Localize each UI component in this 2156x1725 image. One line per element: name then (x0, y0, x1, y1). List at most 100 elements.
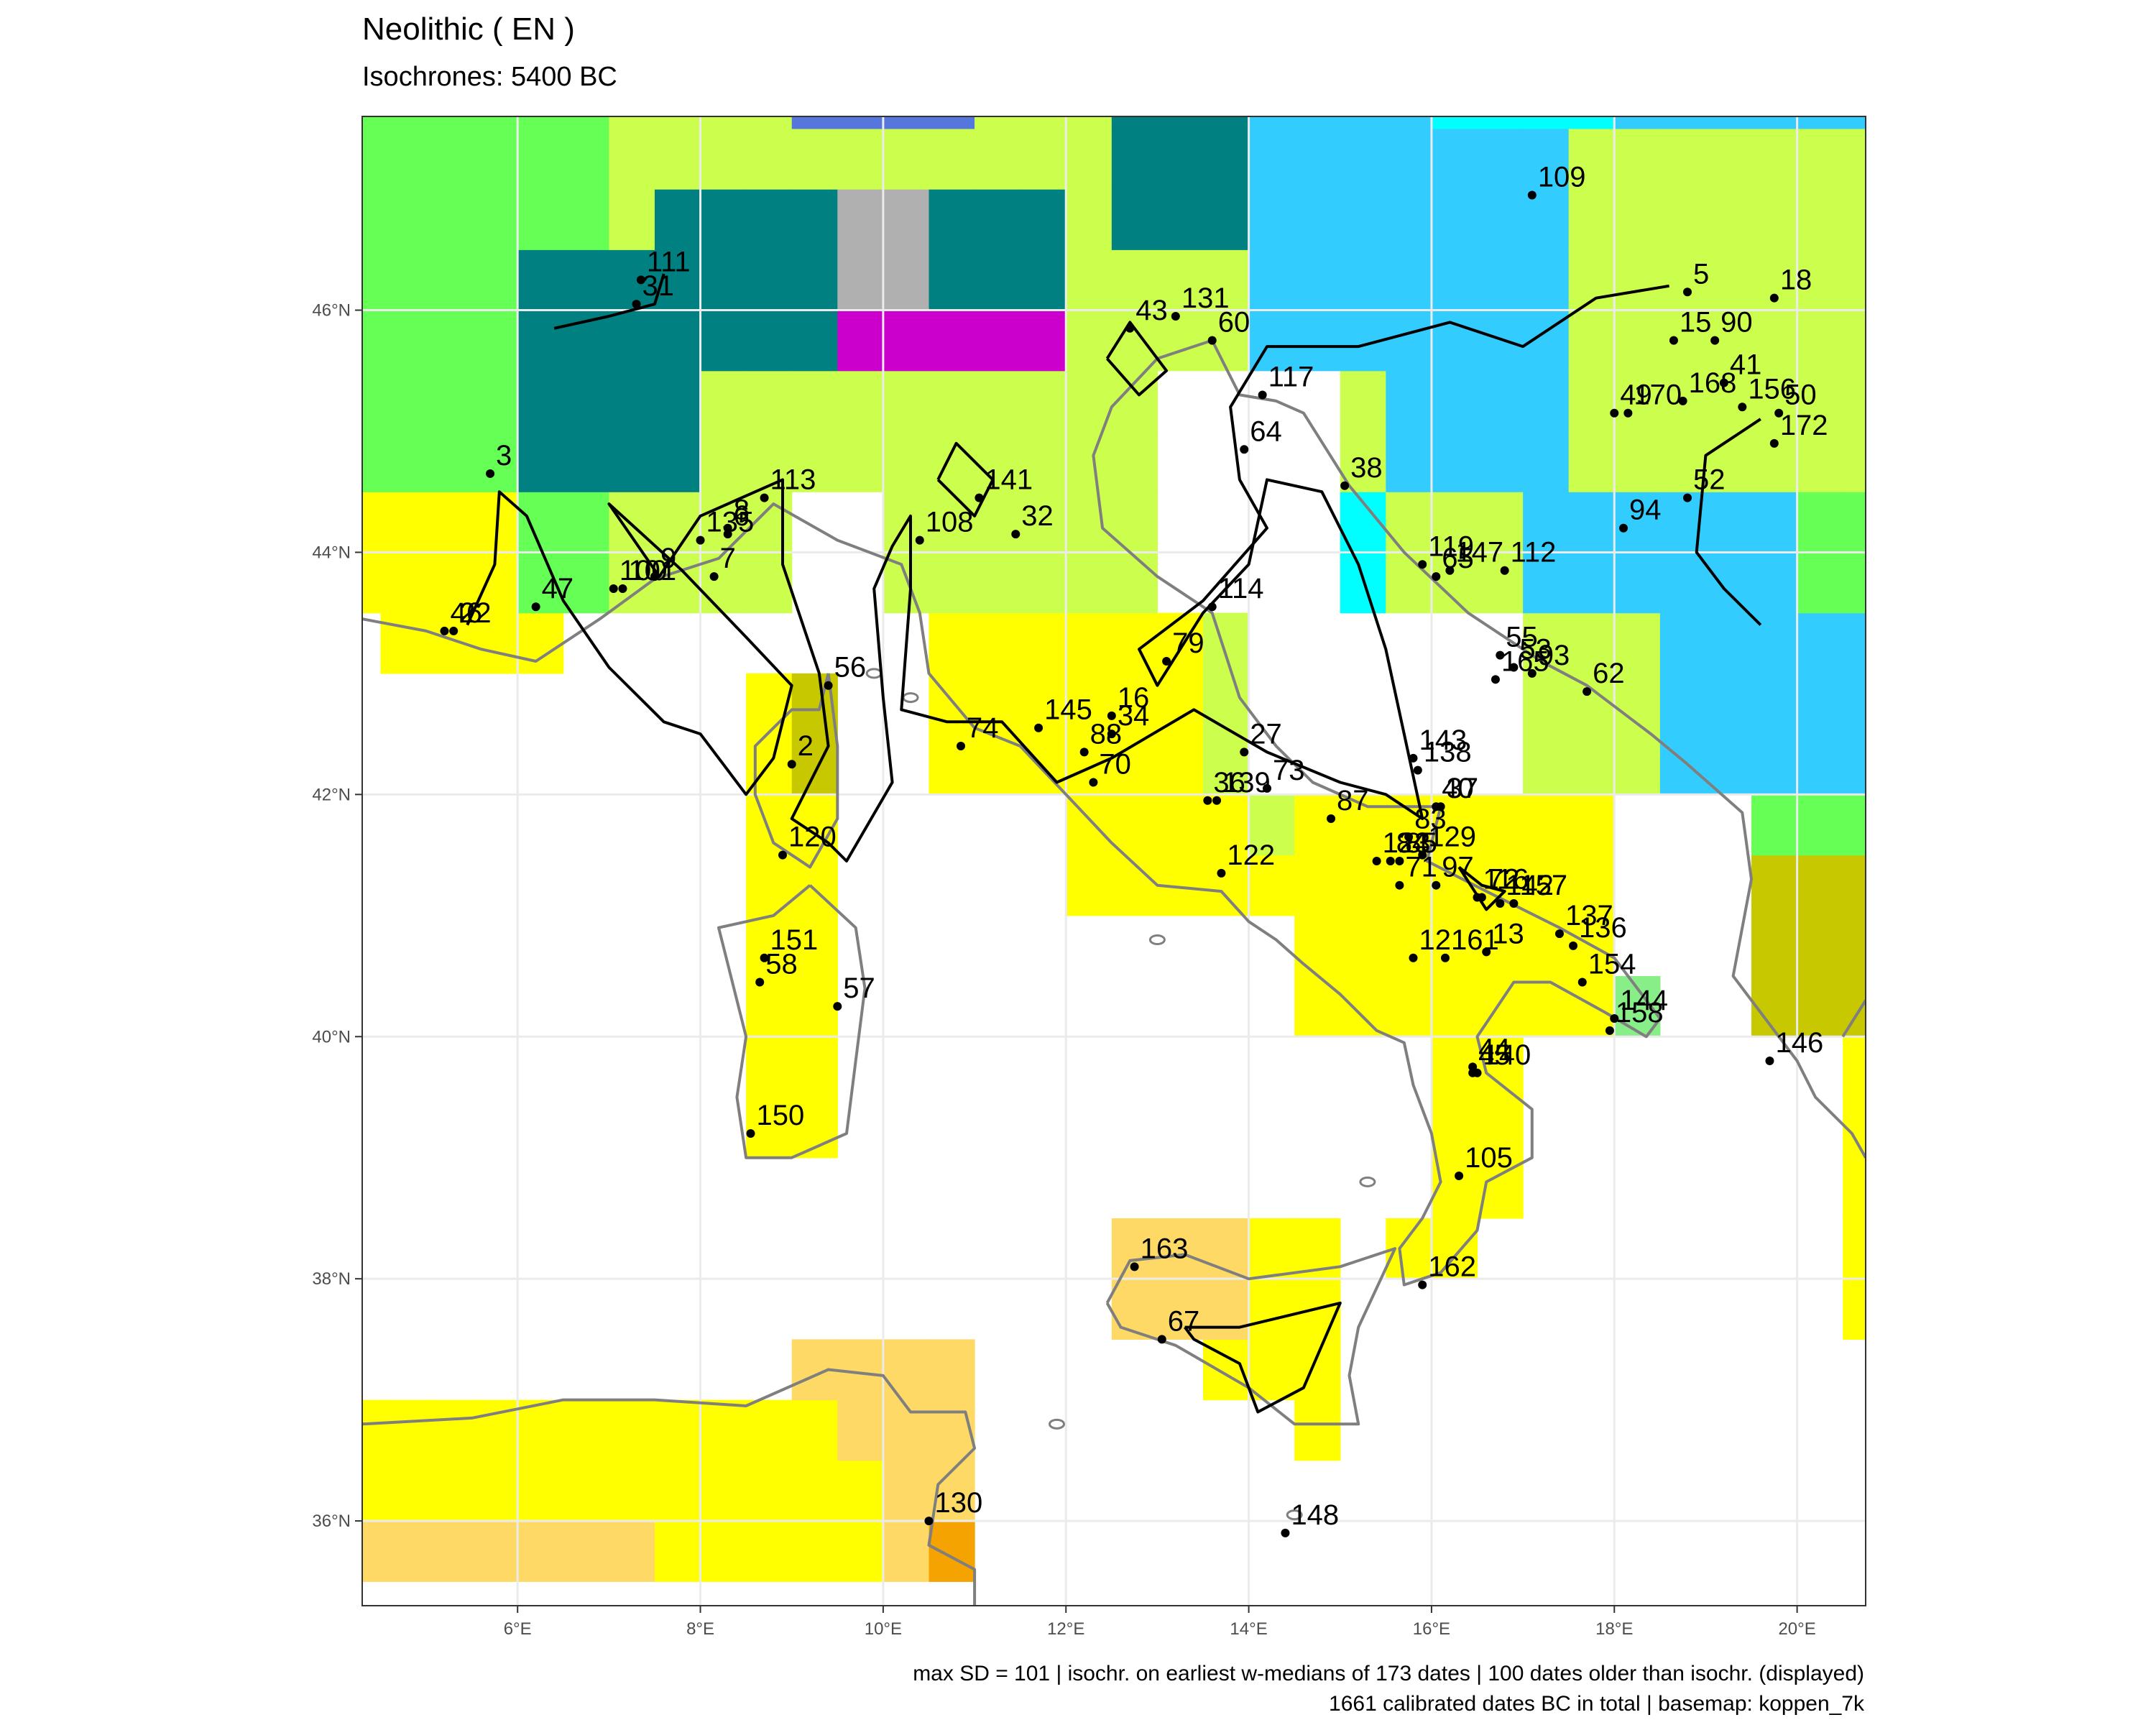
climate-cell (1431, 552, 1478, 614)
climate-cell (1020, 673, 1067, 735)
climate-cell (517, 189, 564, 250)
site-label: 141 (985, 464, 1033, 496)
climate-cell (1477, 552, 1524, 614)
climate-cell (1523, 976, 1570, 1037)
climate-cell (1248, 1279, 1295, 1340)
site-point (1623, 408, 1633, 418)
climate-cell (929, 116, 975, 129)
climate-cell (1248, 128, 1295, 190)
climate-cell (1477, 116, 1524, 129)
climate-cell (1843, 1157, 1866, 1219)
site-point (760, 493, 769, 502)
climate-cell (1020, 249, 1067, 311)
climate-cell (1843, 552, 1866, 614)
site-label: 70 (1099, 749, 1131, 781)
climate-cell (1523, 915, 1570, 977)
climate-cell (426, 189, 473, 250)
site-label: 74 (967, 712, 999, 744)
climate-cell (1797, 128, 1843, 190)
climate-cell (837, 189, 884, 250)
climate-cell (654, 310, 701, 372)
site-point (1618, 523, 1628, 533)
site-point (1413, 765, 1422, 775)
climate-cell (883, 1460, 930, 1522)
isochrone-line (1695, 418, 1762, 626)
climate-cell (362, 310, 382, 372)
climate-cell (1340, 116, 1386, 129)
climate-cell (1202, 734, 1250, 795)
site-point (1683, 288, 1692, 297)
climate-cell (1340, 976, 1386, 1037)
climate-cell (1157, 189, 1204, 250)
site-point (1610, 408, 1619, 418)
climate-cell (563, 116, 609, 129)
climate-cell (1340, 189, 1386, 250)
climate-cell (1111, 249, 1158, 311)
climate-cell (1111, 794, 1158, 856)
climate-cell (1386, 431, 1432, 492)
climate-cell (746, 1460, 793, 1522)
site-label: 120 (788, 822, 837, 853)
site-point (1157, 1335, 1166, 1344)
climate-cell (791, 976, 838, 1037)
climate-cell (654, 116, 701, 129)
isochrone-line (466, 284, 1669, 862)
climate-cell (1843, 370, 1866, 432)
climate-cell (1386, 915, 1432, 977)
climate-cell (929, 128, 975, 190)
longitude-axis: 6°E 8°E 10°E 12°E 14°E 16°E 18°E 20°E (504, 1606, 1816, 1639)
climate-cell (1020, 128, 1067, 190)
climate-cell (929, 370, 975, 432)
climate-cell (746, 915, 793, 977)
climate-cell (426, 1521, 473, 1582)
climate-cell (1797, 370, 1843, 432)
climate-cell (1843, 612, 1866, 674)
climate-cell (1659, 116, 1707, 129)
climate-cell (471, 612, 518, 674)
climate-cell (1066, 855, 1112, 916)
climate-cell (1386, 492, 1432, 553)
climate-cell (1294, 1399, 1341, 1461)
site-label: 46 (450, 597, 482, 629)
climate-cell (517, 310, 564, 372)
climate-cell (837, 116, 884, 129)
site-point (1107, 730, 1116, 739)
site-point (1441, 953, 1450, 962)
site-point (1079, 748, 1089, 757)
climate-cell (1614, 734, 1661, 795)
site-point (1509, 663, 1519, 672)
site-label: 8 (734, 494, 750, 526)
climate-cell (1568, 734, 1615, 795)
site-point (1212, 796, 1222, 805)
climate-cell (517, 431, 564, 492)
climate-cell (609, 370, 655, 432)
climate-cell (471, 128, 518, 190)
site-point (1477, 893, 1486, 902)
climate-cell (837, 1521, 884, 1582)
site-point (824, 681, 833, 690)
site-label: 58 (765, 948, 798, 980)
climate-cell (1340, 855, 1386, 916)
site-label: 161 (1451, 924, 1499, 956)
island-outline (1148, 934, 1166, 945)
climate-cell (1157, 310, 1204, 372)
climate-cell (1431, 976, 1478, 1037)
climate-cell (883, 249, 930, 311)
climate-cell (1431, 1218, 1478, 1279)
coastline-segment (753, 673, 839, 869)
site-point (1482, 947, 1491, 957)
climate-cell (563, 492, 609, 553)
site-point (1605, 1026, 1614, 1035)
site-point (1340, 481, 1350, 490)
climate-cell (380, 552, 427, 614)
climate-cell (1066, 370, 1112, 432)
site-label: 15 (1680, 307, 1712, 339)
climate-cell (380, 1399, 427, 1461)
site-label: 88 (1090, 718, 1123, 750)
climate-cell (929, 612, 975, 674)
climate-cell (1659, 128, 1707, 190)
climate-cell (563, 310, 609, 372)
climate-cell (1477, 189, 1524, 250)
climate-cell (975, 431, 1021, 492)
